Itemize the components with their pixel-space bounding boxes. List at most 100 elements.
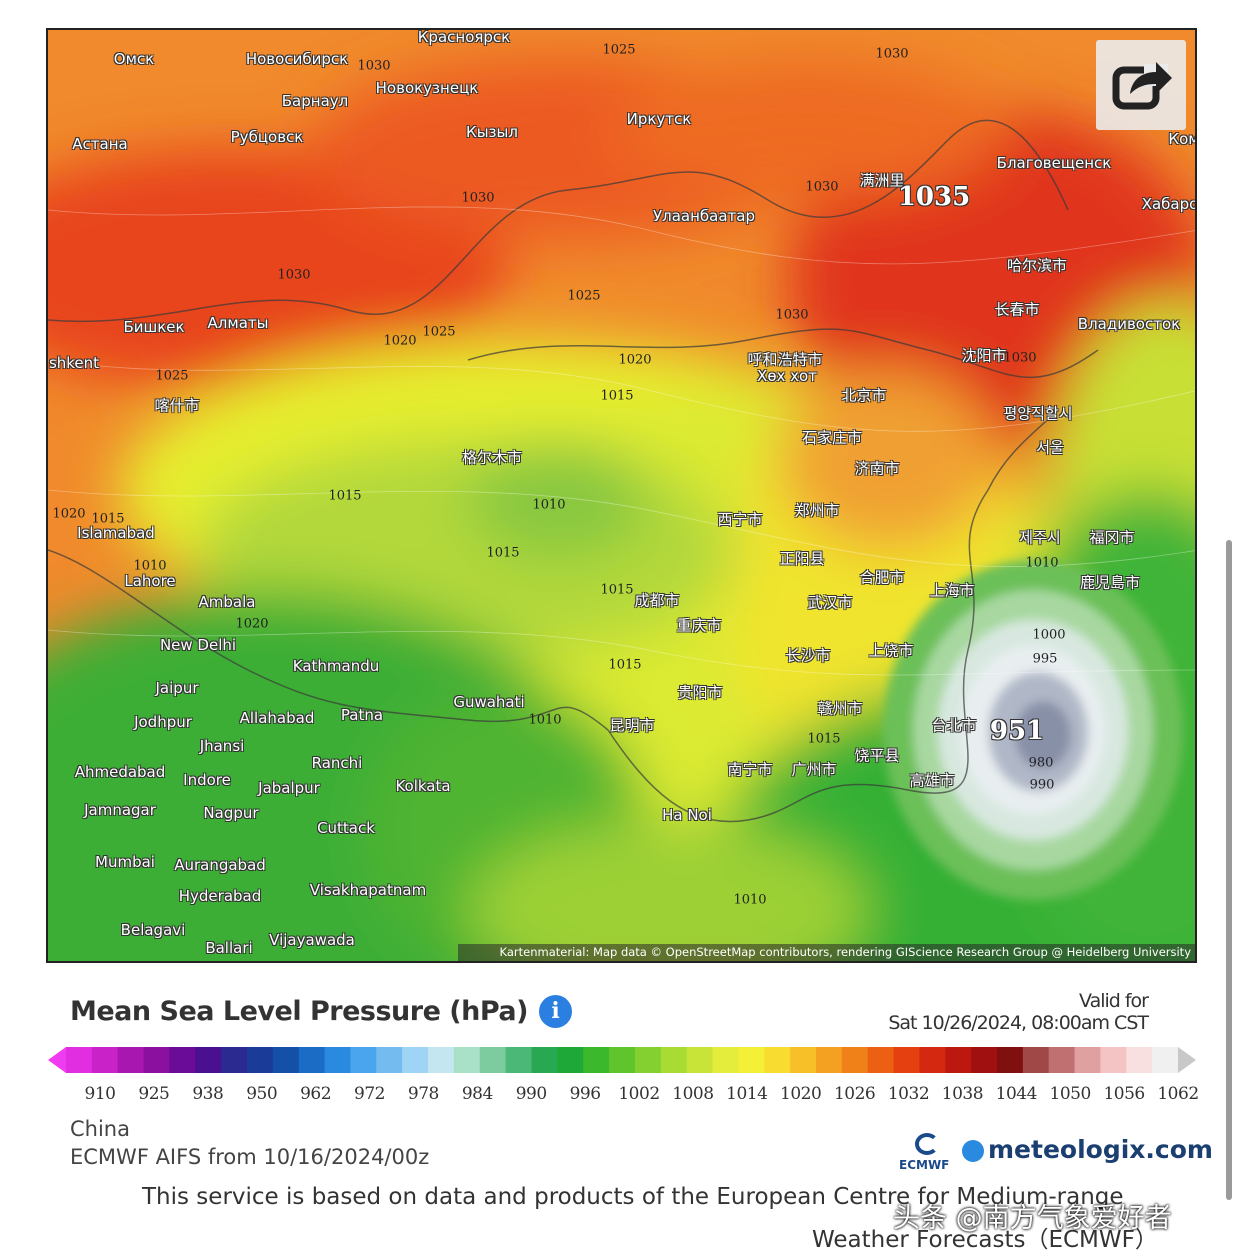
- ecmwf-logo: [915, 1133, 939, 1155]
- isobar-label: 1020: [383, 333, 417, 349]
- city-label: 평양직할시: [1003, 404, 1073, 423]
- city-label: 成都市: [634, 591, 680, 610]
- city-label: Астана: [72, 135, 128, 153]
- city-label: 沈阳市: [961, 346, 1007, 365]
- city-label: Рубцовск: [230, 128, 304, 146]
- scale-swatch: [919, 1047, 946, 1073]
- city-label: Kathmandu: [292, 657, 380, 675]
- city-label: Lahore: [124, 572, 176, 590]
- scale-swatch: [1126, 1047, 1153, 1073]
- brand[interactable]: meteologix.com: [988, 1135, 1213, 1164]
- valid-label: Valid for: [1079, 990, 1149, 1012]
- scale-swatch: [1152, 1047, 1179, 1073]
- scale-tick-label: 925: [138, 1084, 170, 1104]
- city-label: 高雄市: [909, 771, 955, 790]
- scale-tick-label: 1038: [941, 1084, 984, 1104]
- city-label: Благовещенск: [996, 154, 1112, 172]
- footer-text: Weather Forecasts（ECMWF）: [812, 1227, 1158, 1253]
- city-label: 正阳县: [779, 549, 825, 568]
- scale-tick-label: 990: [515, 1084, 547, 1104]
- city-label: shkent: [48, 354, 100, 372]
- city-label: 上饶市: [868, 641, 914, 660]
- scale-swatch: [1074, 1047, 1101, 1073]
- city-label: 北京市: [841, 386, 887, 405]
- city-label: 合肥市: [859, 568, 905, 587]
- isobar-label: 1030: [357, 58, 391, 74]
- scale-swatch: [324, 1047, 351, 1073]
- watermark: 头条 @南方气象爱好者: [893, 1203, 1172, 1234]
- share-button[interactable]: [1096, 40, 1186, 130]
- model-run: ECMWF AIFS from 10/16/2024/00z: [70, 1145, 430, 1169]
- scale-tick-label: 938: [192, 1084, 224, 1104]
- isobar-label: 1015: [807, 731, 841, 747]
- isobar-label: 1020: [235, 616, 269, 632]
- isobar-label: 1015: [486, 545, 520, 561]
- scale-tick-label: 1026: [833, 1084, 876, 1104]
- city-label: Владивосток: [1077, 315, 1181, 333]
- isobar-label: 1020: [618, 352, 652, 368]
- isobar-label: 1030: [277, 267, 311, 283]
- scrollbar[interactable]: [1226, 540, 1232, 1200]
- scale-tick-label: 1020: [780, 1084, 822, 1104]
- city-label: Ranchi: [311, 754, 363, 772]
- scale-swatch: [169, 1047, 196, 1073]
- scale-swatch: [893, 1047, 920, 1073]
- scale-swatch: [1022, 1047, 1050, 1073]
- city-label: Ha Noi: [662, 806, 712, 824]
- region: China: [70, 1117, 130, 1141]
- scale-swatch: [531, 1047, 558, 1073]
- isobar-label: 1025: [422, 324, 456, 340]
- scale-swatch: [66, 1047, 93, 1073]
- isobar-label: 1030: [1003, 350, 1037, 366]
- city-label: Nagpur: [203, 804, 259, 822]
- city-label: Allahabad: [239, 709, 315, 727]
- attribution: Kartenmaterial: Map data © OpenStreetMap…: [458, 944, 1195, 961]
- city-label: Иркутск: [626, 110, 692, 128]
- city-label: Hyderabad: [178, 887, 262, 905]
- city-label: 呼和浩特市: [747, 350, 823, 369]
- brand-logo: [962, 1140, 984, 1162]
- scale-swatch: [996, 1047, 1024, 1073]
- city-label: Indore: [183, 771, 231, 789]
- city-label: Улаанбаатар: [652, 207, 756, 225]
- city-label: 哈尔滨市: [1006, 256, 1068, 275]
- scale-swatch: [298, 1047, 326, 1073]
- city-label: 格尔木市: [461, 448, 523, 467]
- city-label: Mumbai: [95, 853, 155, 871]
- scale-swatch: [505, 1047, 532, 1073]
- scale-swatch: [712, 1047, 739, 1073]
- scale-swatch: [376, 1047, 403, 1073]
- scale-tick-label: 972: [354, 1084, 385, 1104]
- isobar-label: 1010: [1025, 555, 1059, 571]
- city-label: 长春市: [994, 300, 1040, 319]
- scale-swatch: [402, 1047, 429, 1073]
- city-label: Новокузнецк: [375, 79, 479, 97]
- scale-tick-label: 1008: [672, 1084, 714, 1104]
- info-button[interactable]: i: [539, 995, 572, 1028]
- city-label: 武汉市: [807, 593, 853, 612]
- scale-swatch: [971, 1047, 998, 1073]
- city-label: 重庆市: [676, 616, 722, 635]
- city-label: Красноярск: [417, 28, 511, 46]
- scale-swatch: [117, 1047, 145, 1073]
- scale-tick-label: 1032: [887, 1084, 930, 1104]
- city-label: 南宁市: [727, 760, 773, 779]
- city-label: Islamabad: [77, 524, 155, 542]
- scale-arrow: [1178, 1047, 1196, 1073]
- scale-swatch: [945, 1047, 972, 1073]
- city-label: 赣州市: [817, 699, 863, 718]
- city-label: Новосибирск: [245, 50, 349, 68]
- city-label: 石家庄市: [801, 428, 863, 447]
- scale-arrow: [48, 1047, 66, 1073]
- city-label: Patna: [340, 706, 384, 724]
- city-label: Омск: [113, 50, 155, 68]
- isobar-label: 1030: [461, 190, 495, 206]
- isobar-label: 1030: [775, 307, 809, 323]
- scale-swatch: [453, 1047, 481, 1073]
- scale-swatch: [764, 1047, 791, 1073]
- pressure-center: 1035: [897, 182, 971, 212]
- isobar-label: 1010: [733, 892, 767, 908]
- city-label: New Delhi: [159, 636, 237, 654]
- city-label: 제주시: [1019, 528, 1061, 547]
- isobar-label: 1025: [155, 368, 189, 384]
